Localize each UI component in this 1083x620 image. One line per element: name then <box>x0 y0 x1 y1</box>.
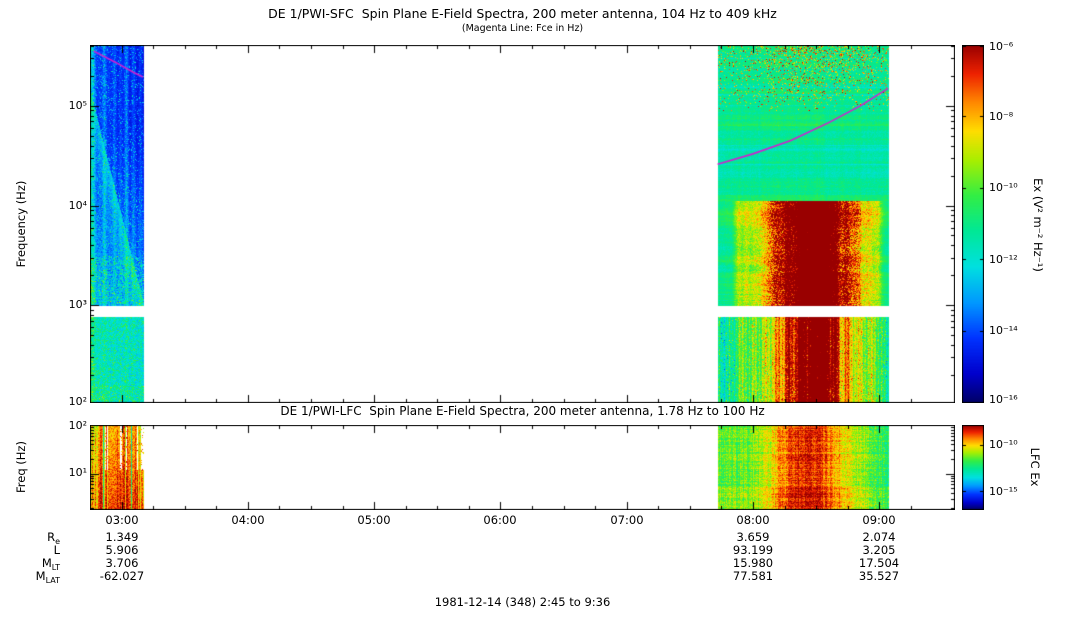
time-tick-0900: 09:00 <box>862 513 896 527</box>
sfc-ytick-1e2: 10² <box>68 395 87 408</box>
ephemeris-mlat-0300: -62.027 <box>99 569 145 583</box>
ephemeris-label-l: L <box>14 544 60 561</box>
ephemeris-label-mlat-main: M <box>35 569 46 583</box>
ephemeris-mlt-0900: 17.504 <box>858 556 900 570</box>
ephemeris-mlt-0800: 15.980 <box>732 556 774 570</box>
ephemeris-label-mlt-sub: LT <box>51 563 60 572</box>
lfc-ytick-1e2: 10² <box>68 419 87 432</box>
time-tick-0800: 08:00 <box>736 513 770 527</box>
sfc-ytick-1e5: 10⁵ <box>68 99 87 112</box>
sfc-colorbar <box>962 45 984 403</box>
lfc-ytick-1e1: 10¹ <box>68 466 87 479</box>
sfc-subtitle: (Magenta Line: Fce in Hz) <box>461 23 584 34</box>
lfc-colorbar <box>962 425 984 510</box>
ephemeris-re-0800: 3.659 <box>736 530 770 544</box>
ephemeris-re-0300: 1.349 <box>105 530 139 544</box>
ephemeris-mlat-0900: 35.527 <box>858 569 900 583</box>
ephemeris-label-mlat-sub: LAT <box>45 576 60 585</box>
lfc-colorbar-label: LFC Ex <box>1028 447 1042 487</box>
ephemeris-label-re-main: R <box>47 530 56 544</box>
sfc-ytick-1e3: 10³ <box>68 298 87 311</box>
ephemeris-label-mlt-main: M <box>41 556 52 570</box>
lfc-y-axis-label: Freq (Hz) <box>14 441 28 493</box>
ephemeris-label-re-sub: e <box>55 537 60 546</box>
time-tick-0500: 05:00 <box>357 513 391 527</box>
sfc-colorbar-label: Ex (V² m⁻² Hz⁻¹) <box>1031 178 1045 272</box>
sfc-ytick-1e4: 10⁴ <box>68 199 87 212</box>
ephemeris-label-l-main: L <box>53 543 60 557</box>
ephemeris-l-0800: 93.199 <box>732 543 774 557</box>
time-tick-0600: 06:00 <box>483 513 517 527</box>
sfc-title: DE 1/PWI-SFC Spin Plane E-Field Spectra,… <box>268 6 777 21</box>
ephemeris-re-0900: 2.074 <box>862 530 896 544</box>
ephemeris-mlat-0800: 77.581 <box>732 569 774 583</box>
ephemeris-l-0900: 3.205 <box>862 543 896 557</box>
lfc-title: DE 1/PWI-LFC Spin Plane E-Field Spectra,… <box>280 404 765 418</box>
ephemeris-label-mlt: MLT <box>14 557 60 574</box>
sfc-cbar-tick-1e-10: 10⁻¹⁰ <box>989 181 1018 194</box>
date-caption: 1981-12-14 (348) 2:45 to 9:36 <box>434 595 611 609</box>
sfc-cbar-tick-1e-14: 10⁻¹⁴ <box>989 324 1018 337</box>
ephemeris-label-re: Re <box>14 531 60 548</box>
lfc-cbar-tick-1e-15: 10⁻¹⁵ <box>989 485 1018 498</box>
time-tick-0700: 07:00 <box>610 513 644 527</box>
sfc-spectrogram <box>90 45 955 403</box>
sfc-cbar-tick-1e-16: 10⁻¹⁶ <box>989 393 1018 406</box>
lfc-cbar-tick-1e-10: 10⁻¹⁰ <box>989 438 1018 451</box>
sfc-cbar-tick-1e-8: 10⁻⁸ <box>989 110 1014 123</box>
lfc-spectrogram <box>90 425 955 510</box>
sfc-cbar-tick-1e-12: 10⁻¹² <box>989 253 1018 266</box>
sfc-y-axis-label: Frequency (Hz) <box>14 180 28 268</box>
sfc-cbar-tick-1e-6: 10⁻⁶ <box>989 40 1014 53</box>
time-tick-0300: 03:00 <box>105 513 139 527</box>
ephemeris-mlt-0300: 3.706 <box>105 556 139 570</box>
ephemeris-label-mlat: MLAT <box>14 570 60 587</box>
time-tick-0400: 04:00 <box>231 513 265 527</box>
ephemeris-l-0300: 5.906 <box>105 543 139 557</box>
